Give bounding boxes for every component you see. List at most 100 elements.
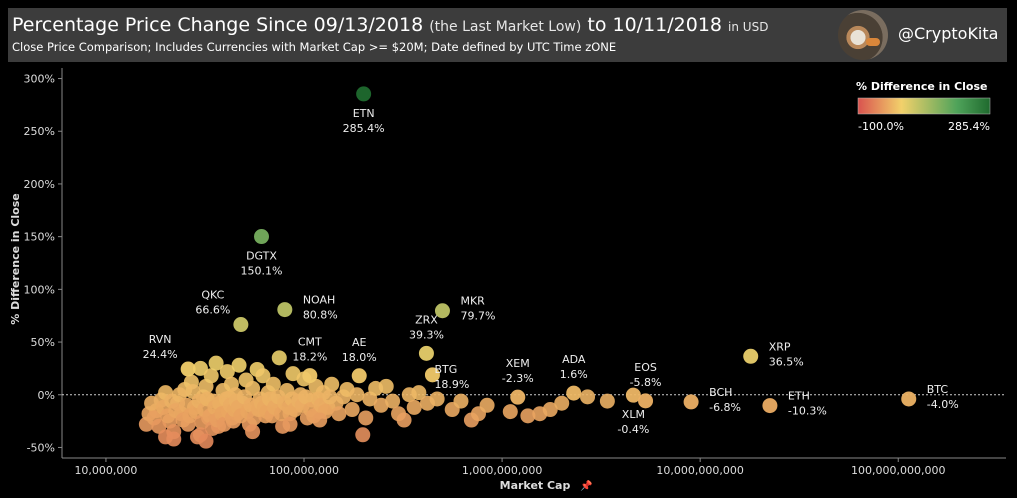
point-value-label: 285.4%	[343, 122, 385, 135]
data-point	[298, 389, 314, 405]
point-labels: ETN 285.4% DGTX 150.1% NOAH 80.8% MKR 79.7% QKC 6…	[143, 107, 959, 436]
data-point	[231, 357, 247, 373]
point-name-label: ZRX	[415, 313, 438, 326]
data-point-bch	[683, 394, 699, 410]
author-handle: @CryptoKita	[898, 24, 999, 43]
data-point-mkr	[434, 303, 450, 319]
data-point	[322, 389, 338, 405]
point-value-label: 18.2%	[292, 351, 327, 364]
legend-title: % Difference in Close	[856, 80, 988, 93]
data-point	[192, 360, 208, 376]
point-name-label: ADA	[562, 353, 586, 366]
data-point	[378, 378, 394, 394]
data-point	[255, 368, 271, 384]
chart-header: Percentage Price Change Since 09/13/2018…	[8, 8, 1007, 62]
data-point	[502, 404, 518, 420]
point-value-label: 150.1%	[241, 265, 283, 278]
data-point-cmt	[302, 368, 318, 384]
data-point	[385, 393, 401, 409]
point-value-label: 18.9%	[434, 378, 469, 391]
x-tick-label: 10,000,000	[74, 464, 137, 477]
title-unit: in USD	[728, 20, 769, 34]
data-point	[580, 389, 596, 405]
point-name-label: XEM	[506, 357, 530, 370]
data-point	[344, 402, 360, 418]
chart-title: Percentage Price Change Since 09/13/2018…	[12, 14, 768, 36]
avatar-detail	[866, 38, 880, 46]
point-value-label: -2.3%	[502, 372, 534, 385]
point-name-label: QKC	[201, 289, 224, 302]
title-light: (the Last Market Low)	[429, 19, 582, 35]
data-point	[245, 424, 261, 440]
data-point	[396, 412, 412, 428]
title-to: to 10/11/2018	[587, 14, 722, 36]
data-point-eos	[638, 393, 654, 409]
data-point	[324, 376, 340, 392]
point-name-label: XRP	[769, 340, 791, 353]
point-name-label: XLM	[622, 408, 645, 421]
y-tick-label: -50%	[27, 441, 55, 454]
y-tick-label: 150%	[24, 231, 55, 244]
title-main: Percentage Price Change Since 09/13/2018	[12, 14, 424, 36]
x-tick-label: 100,000,000	[269, 464, 339, 477]
data-point-noah	[277, 302, 293, 318]
x-tick-label: 10,000,000,000	[656, 464, 743, 477]
point-name-label: BTC	[927, 383, 949, 396]
point-name-label: RVN	[149, 333, 172, 346]
data-point	[411, 385, 427, 401]
chart-subtitle: Close Price Comparison; Includes Currenc…	[12, 40, 617, 54]
data-point	[406, 399, 422, 415]
axes: 300% 250% 200% 150% 100% 50% 0% -50% 10,000,000 1…	[24, 68, 1006, 477]
point-value-label: 39.3%	[409, 328, 444, 341]
data-point-btc	[901, 391, 917, 407]
point-name-label: NOAH	[303, 294, 336, 307]
point-value-label: -4.0%	[927, 398, 959, 411]
point-name-label: BCH	[709, 386, 732, 399]
point-name-label: DGTX	[246, 250, 277, 263]
data-point	[599, 393, 615, 409]
point-value-label: 36.5%	[769, 355, 804, 368]
y-tick-label: 200%	[24, 178, 55, 191]
data-point	[203, 368, 219, 384]
data-point	[166, 431, 182, 447]
data-point	[219, 364, 235, 380]
pin-icon: 📌	[580, 479, 593, 492]
point-value-label: 79.7%	[460, 310, 495, 323]
data-point	[453, 393, 469, 409]
point-value-label: 18.0%	[342, 351, 377, 364]
point-value-label: -0.4%	[617, 423, 649, 436]
point-value-label: -5.8%	[630, 376, 662, 389]
data-point	[520, 408, 536, 424]
data-point	[208, 355, 224, 371]
legend-min-label: -100.0%	[858, 120, 904, 133]
point-value-label: 80.8%	[303, 309, 338, 322]
data-point-dgtx	[253, 229, 269, 245]
data-point-rvn	[180, 361, 196, 377]
point-value-label: -10.3%	[788, 405, 827, 418]
data-point-xrp	[743, 348, 759, 364]
legend-max-label: 285.4%	[948, 120, 990, 133]
data-point	[554, 395, 570, 411]
data-point	[282, 416, 298, 432]
point-value-label: 1.6%	[560, 368, 588, 381]
y-tick-label: 50%	[31, 336, 55, 349]
point-value-label: 66.6%	[195, 304, 230, 317]
data-point-qkc	[233, 317, 249, 333]
point-name-label: BTG	[434, 363, 457, 376]
avatar	[838, 10, 888, 60]
data-point-xlm	[625, 387, 641, 403]
data-point-zrx	[418, 345, 434, 361]
data-point	[373, 397, 389, 413]
point-name-label: ETH	[788, 390, 810, 403]
y-tick-label: 0%	[38, 389, 55, 402]
legend: % Difference in Close -100.0% 285.4%	[838, 72, 1002, 138]
y-tick-label: 300%	[24, 73, 55, 86]
y-tick-label: 100%	[24, 283, 55, 296]
legend-gradient	[857, 97, 991, 115]
point-name-label: AE	[352, 336, 367, 349]
data-point	[429, 391, 445, 407]
data-point	[542, 402, 558, 418]
data-points	[138, 86, 917, 449]
point-name-label: EOS	[634, 361, 657, 374]
data-point-btg	[424, 367, 440, 383]
